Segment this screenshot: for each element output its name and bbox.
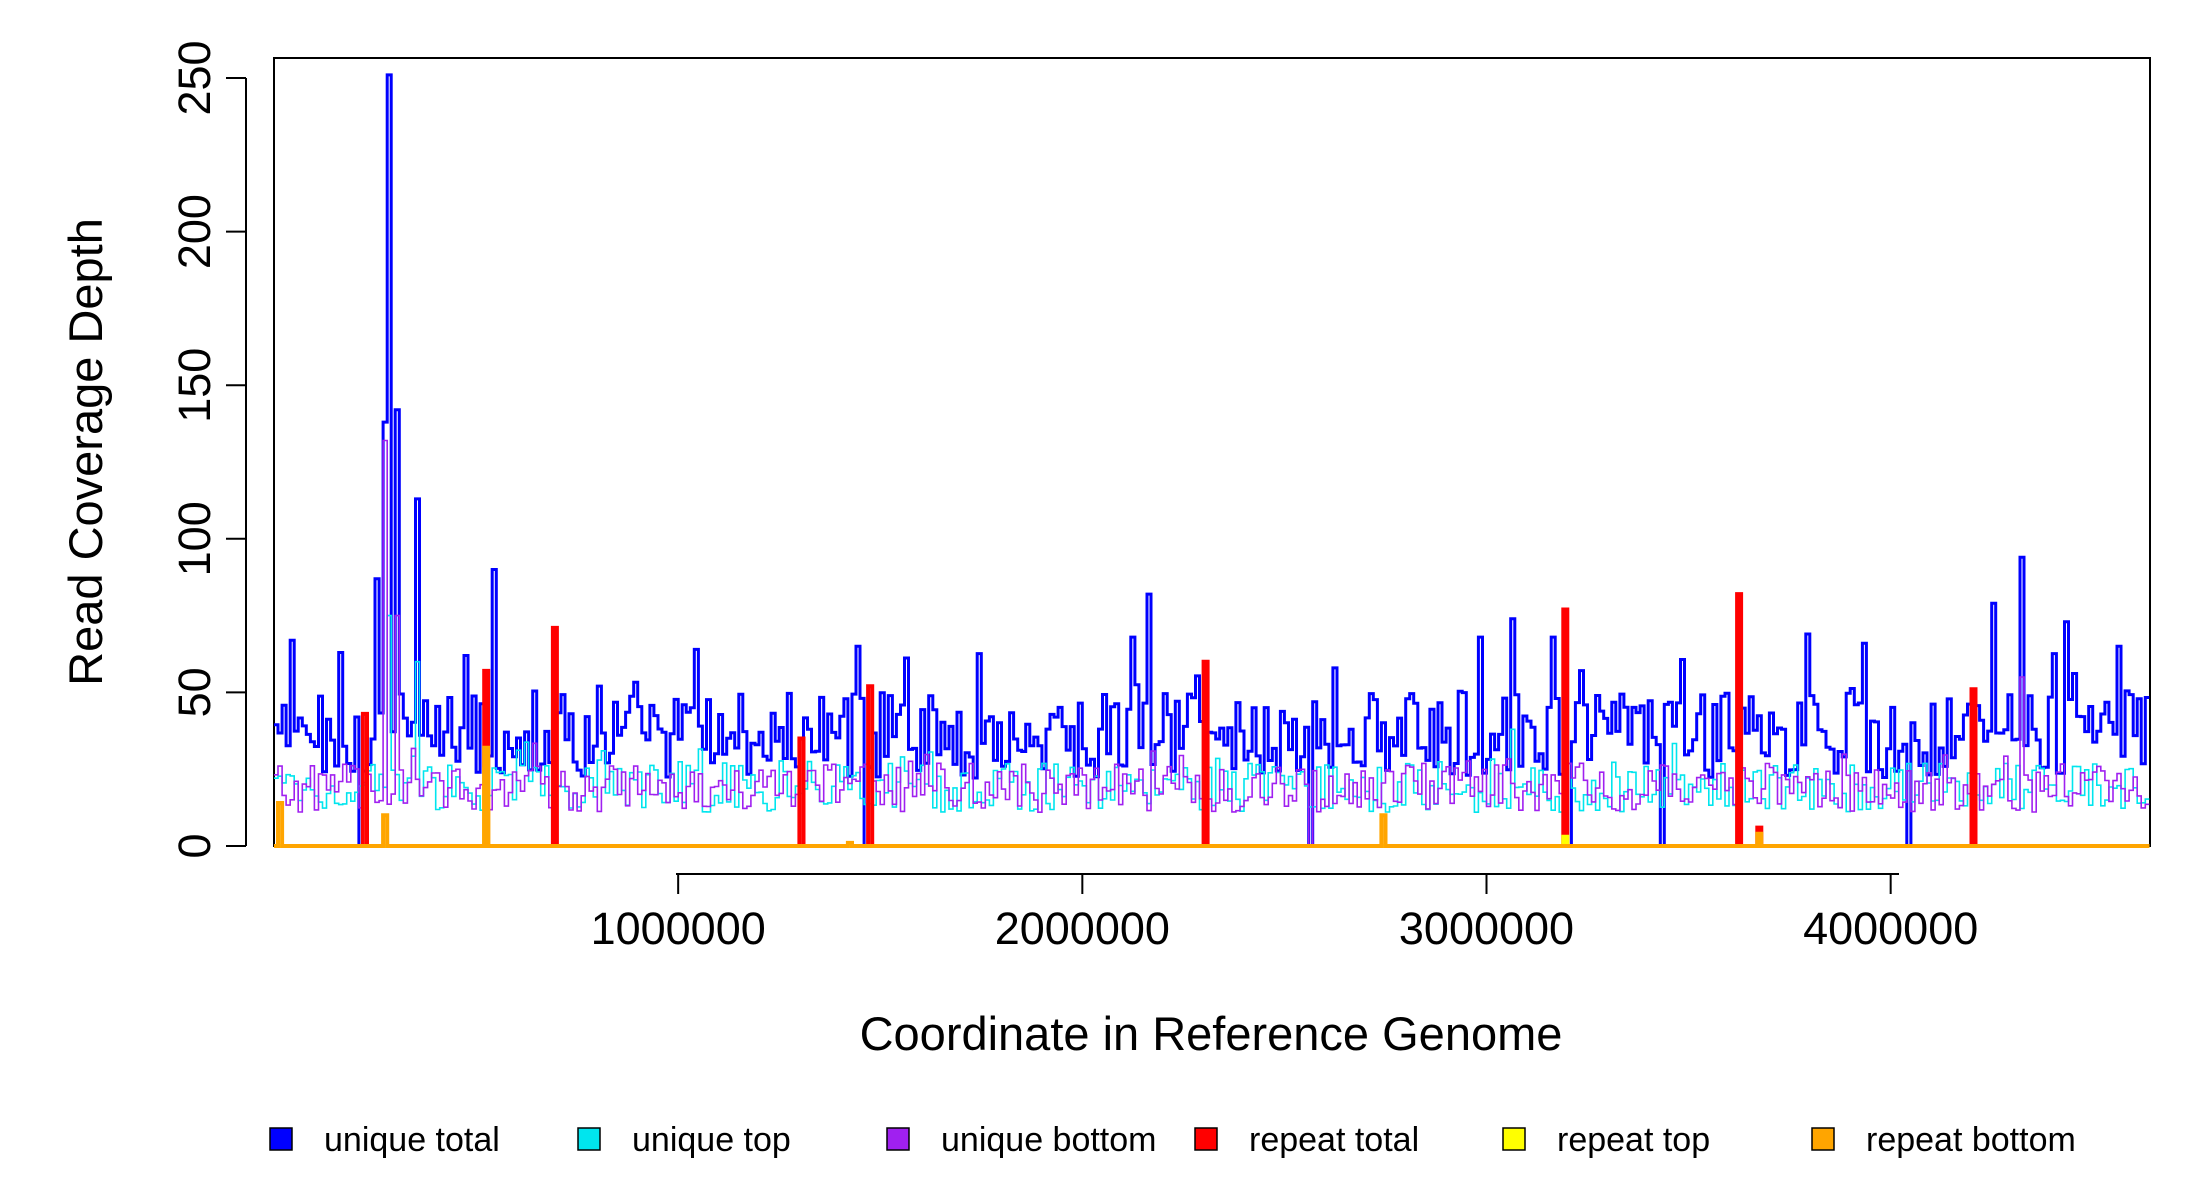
x-axis: 1000000 2000000 3000000 4000000	[591, 873, 1978, 954]
legend-swatch	[269, 1127, 293, 1151]
legend: unique total unique top unique bottom repea…	[269, 1121, 2076, 1159]
x-axis-title: Coordinate in Reference Genome	[860, 1007, 1563, 1060]
legend-swatch	[886, 1127, 910, 1151]
x-tick-label: 1000000	[591, 903, 766, 954]
x-tick-label: 4000000	[1803, 903, 1978, 954]
y-tick-label: 0	[169, 833, 220, 858]
legend-label: unique top	[632, 1121, 791, 1159]
legend-label: repeat top	[1557, 1121, 1710, 1159]
x-tick-label: 3000000	[1399, 903, 1574, 954]
series-layer	[274, 73, 2150, 848]
series-line-repeat-bottom	[274, 745, 2150, 848]
y-tick-label: 150	[169, 348, 220, 423]
y-tick-label: 250	[169, 40, 220, 115]
legend-label: repeat bottom	[1866, 1121, 2076, 1159]
y-tick-label: 50	[169, 667, 220, 717]
legend-swatch	[1502, 1127, 1526, 1151]
y-tick-label: 200	[169, 194, 220, 269]
legend-label: repeat total	[1249, 1121, 1419, 1159]
legend-swatch	[577, 1127, 601, 1151]
legend-swatch	[1811, 1127, 1835, 1151]
legend-label: unique bottom	[941, 1121, 1157, 1159]
series-line-unique-total	[274, 73, 2150, 848]
x-tick-label: 2000000	[995, 903, 1170, 954]
y-tick-label: 100	[169, 501, 220, 576]
legend-label: unique total	[324, 1121, 500, 1159]
y-axis-title: Read Coverage Depth	[59, 218, 112, 686]
legend-swatch	[1194, 1127, 1218, 1151]
series-line-unique-bottom	[274, 439, 2150, 847]
y-axis: 0 50 100 150 200 250	[169, 40, 247, 859]
